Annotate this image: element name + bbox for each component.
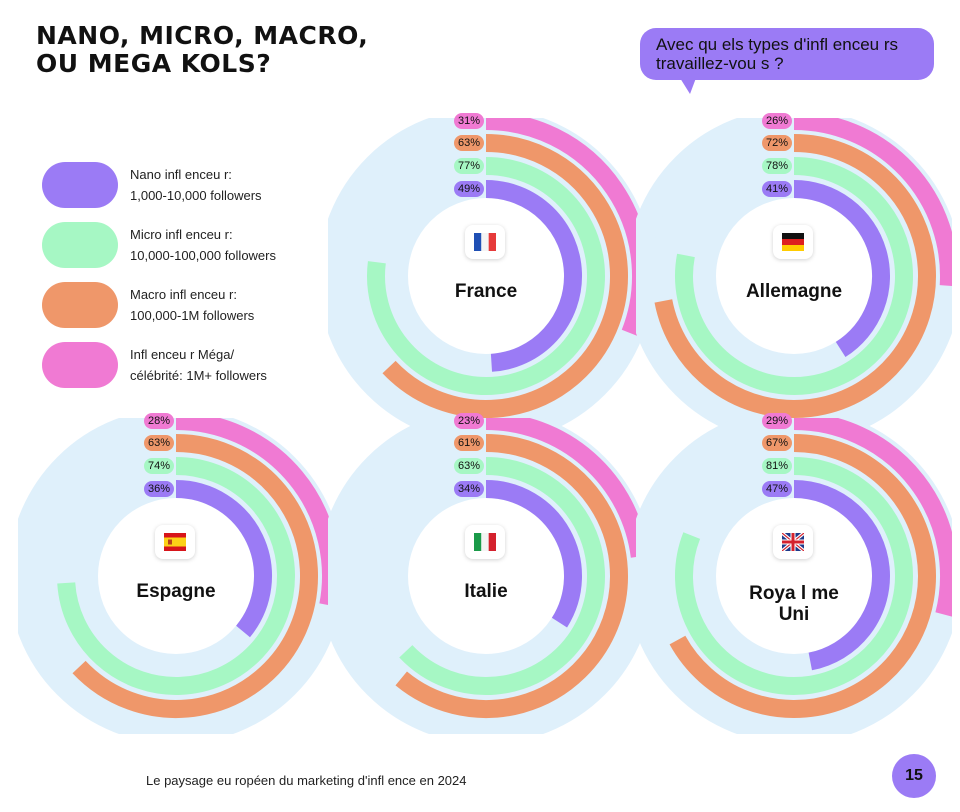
bar-macro (72, 434, 318, 718)
flag-badge (465, 225, 505, 259)
bar-micro (675, 457, 913, 695)
bar-macro (669, 434, 936, 718)
flag-icon (164, 533, 186, 551)
flag-icon (474, 533, 496, 551)
legend-swatch-macro (42, 282, 118, 328)
chart-royaume-uni: 47% 81% 67% 29% Roya l me Uni (636, 413, 952, 734)
legend-item-micro: Micro infl enceu r: 10,000-100,000 follo… (42, 220, 342, 270)
legend-text-nano: Nano infl enceu r: 1,000-10,000 follower… (130, 164, 262, 206)
radial-bar-chart (328, 118, 644, 434)
title-line-2: OU MEGA KOLS? (36, 49, 272, 78)
bar-nano (485, 180, 583, 372)
radial-bar-chart (328, 418, 644, 734)
data-label-mega: 23% (454, 413, 484, 429)
legend-text-mega: Infl enceu r Méga/ célébrité: 1M+ follow… (130, 344, 267, 386)
data-label-mega: 29% (762, 413, 792, 429)
flag-icon (782, 233, 804, 251)
country-label: Italie (464, 581, 508, 602)
chart-espagne: 36% 74% 63% 28% Espagne (18, 413, 334, 734)
flag-badge (465, 525, 505, 559)
data-label-mega: 28% (144, 413, 174, 429)
legend-text-macro: Macro infl enceu r: 100,000-1M followers (130, 284, 254, 326)
flag-icon (474, 233, 496, 251)
legend-range-mega: célébrité: 1M+ followers (130, 368, 267, 383)
country-label: Roya l me (749, 583, 839, 604)
footer-text: Le paysage eu ropéen du marketing d'infl… (146, 773, 467, 788)
legend-label-macro: Macro infl enceu r: (130, 287, 237, 302)
bar-macro (654, 134, 936, 418)
flag-icon (782, 533, 804, 551)
flag-badge (773, 525, 813, 559)
data-label-nano: 49% (454, 181, 484, 197)
country-label: Uni (778, 604, 810, 625)
bar-mega (793, 118, 952, 286)
page-title: NANO, MICRO, MACRO, OU MEGA KOLS? (36, 22, 368, 78)
bar-mega (793, 418, 952, 617)
country-label: Allemagne (745, 281, 843, 302)
legend-range-micro: 10,000-100,000 followers (130, 248, 276, 263)
data-label-nano: 41% (762, 181, 792, 197)
data-label-micro: 74% (144, 458, 174, 474)
speech-bubble-tail (680, 78, 696, 94)
country-label: France (454, 281, 518, 302)
data-label-nano: 36% (144, 481, 174, 497)
title-line-1: NANO, MICRO, MACRO, (36, 21, 369, 50)
legend-item-macro: Macro infl enceu r: 100,000-1M followers (42, 280, 342, 330)
chart-allemagne: 41% 78% 72% 26% Allemagne (636, 113, 952, 434)
data-label-macro: 67% (762, 435, 792, 451)
question-text: Avec qu els types d'infl enceu rs travai… (656, 35, 899, 73)
data-label-mega: 31% (454, 113, 484, 129)
data-label-macro: 63% (144, 435, 174, 451)
legend-text-micro: Micro infl enceu r: 10,000-100,000 follo… (130, 224, 276, 266)
country-label: Espagne (136, 581, 216, 602)
radial-bar-chart (636, 418, 952, 734)
data-label-micro: 63% (454, 458, 484, 474)
legend-swatch-nano (42, 162, 118, 208)
bar-nano (175, 480, 272, 638)
data-label-macro: 63% (454, 135, 484, 151)
bar-micro (675, 157, 913, 395)
data-label-micro: 81% (762, 458, 792, 474)
radial-bar-chart (18, 418, 334, 734)
bar-micro (57, 457, 295, 695)
legend-swatch-mega (42, 342, 118, 388)
chart-france: 49% 77% 63% 31% France (328, 113, 644, 434)
data-label-micro: 77% (454, 158, 484, 174)
bar-nano (485, 480, 582, 628)
flag-badge (155, 525, 195, 559)
bar-nano (793, 180, 890, 358)
bar-nano (793, 480, 890, 671)
data-label-macro: 72% (762, 135, 792, 151)
chart-italie: 34% 63% 61% 23% Italie (328, 413, 644, 734)
data-label-mega: 26% (762, 113, 792, 129)
data-label-nano: 47% (762, 481, 792, 497)
bar-micro (399, 457, 605, 695)
bar-macro (382, 134, 628, 418)
bar-mega (485, 418, 644, 558)
bar-macro (395, 434, 628, 718)
data-label-macro: 61% (454, 435, 484, 451)
flag-badge (773, 225, 813, 259)
legend-swatch-micro (42, 222, 118, 268)
legend-label-micro: Micro infl enceu r: (130, 227, 233, 242)
radial-bar-chart (636, 118, 952, 434)
legend-label-mega: Infl enceu r Méga/ (130, 347, 235, 362)
data-label-micro: 78% (762, 158, 792, 174)
bar-micro (367, 157, 605, 395)
legend-label-nano: Nano infl enceu r: (130, 167, 232, 182)
legend-item-nano: Nano infl enceu r: 1,000-10,000 follower… (42, 160, 342, 210)
data-label-nano: 34% (454, 481, 484, 497)
legend-range-nano: 1,000-10,000 followers (130, 188, 262, 203)
question-bubble: Avec qu els types d'infl enceu rs travai… (640, 28, 934, 80)
legend-range-macro: 100,000-1M followers (130, 308, 255, 323)
page-number-badge: 15 (892, 754, 936, 798)
legend-item-mega: Infl enceu r Méga/ célébrité: 1M+ follow… (42, 340, 342, 390)
